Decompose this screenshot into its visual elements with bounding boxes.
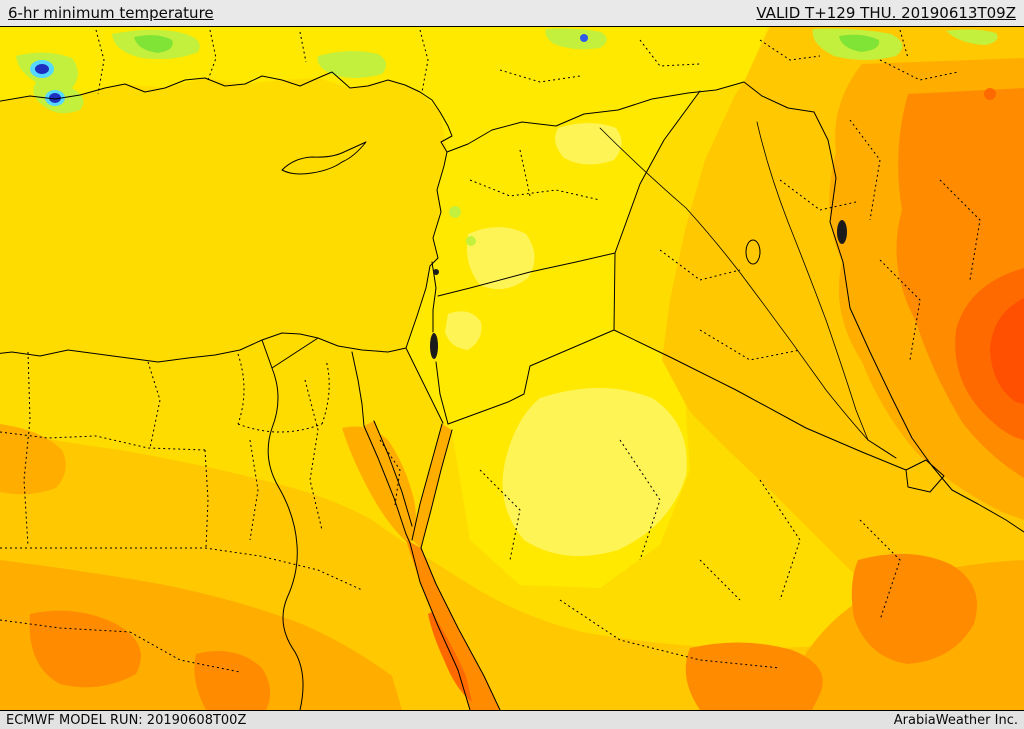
top-bar: 6-hr minimum temperature VALID T+129 THU…: [0, 0, 1024, 27]
lake-tharthar-outline: [745, 239, 761, 265]
jordan-river: [431, 261, 437, 333]
iran-iraq-border: [813, 111, 953, 491]
fill-green-lebanon-2: [466, 236, 476, 246]
iraq-saudi-border: [613, 329, 907, 471]
fill-pale-north-saudi: [502, 388, 687, 557]
fill-pale-ne-syria: [555, 123, 622, 165]
gulf-of-aqaba-west-shore: [411, 423, 443, 541]
fill-gulf-of-aqaba: [412, 424, 452, 548]
israel-jordan-border: [435, 361, 449, 425]
shatt-al-arab: [867, 439, 897, 459]
gulf-of-suez-east-shore: [373, 420, 413, 527]
fill-red-sea: [406, 540, 500, 710]
admin-boundaries-dotted: [0, 29, 981, 673]
red-sea-egypt-coast: [409, 542, 471, 710]
fill-green-4-core: [839, 34, 880, 52]
jordan-saudi-border: [447, 329, 615, 425]
fill-pale-jordan: [445, 311, 482, 350]
fill-sinai-orange: [342, 426, 417, 544]
fill-blue-spot-anatolia: [580, 34, 588, 42]
red-sea-saudi-coast: [420, 547, 501, 710]
dead-sea: [430, 333, 438, 359]
turkey-syria-border: [446, 81, 815, 153]
nile-river: [267, 367, 304, 710]
coastlines-and-borders: [0, 71, 1024, 710]
fill-saudi-deep-blob-1: [851, 553, 977, 664]
model-run-label: ECMWF MODEL RUN: 20190608T00Z: [6, 712, 247, 728]
nile-delta-branch-west: [261, 339, 273, 369]
mediterranean-coastline: [0, 71, 453, 363]
small-water-bodies: [430, 220, 847, 359]
temperature-fill-regions: [0, 27, 1024, 710]
brand-label: ArabiaWeather Inc.: [893, 712, 1018, 728]
fill-gulf-of-suez: [364, 421, 412, 534]
fill-pale-syria: [466, 227, 535, 290]
fill-green-lebanon-1: [449, 206, 461, 218]
syria-iraq-border: [614, 90, 701, 254]
fill-egypt-deep-blob-1: [29, 610, 141, 688]
tigris-river: [756, 121, 869, 441]
syria-jordan-border: [437, 252, 616, 297]
fill-turkey-bright: [0, 27, 768, 152]
nile-delta-branch-east: [271, 337, 319, 369]
lake-east: [837, 220, 847, 244]
map-area: [0, 27, 1024, 710]
fill-warm-spot-northeast: [984, 88, 996, 100]
gulf-of-aqaba-east-shore: [420, 429, 453, 549]
temperature-map: [0, 27, 1024, 710]
fill-green-5: [946, 29, 998, 45]
kuwait-outline: [905, 459, 945, 493]
gulf-of-suez-west-shore: [363, 425, 411, 544]
cyprus-outline: [281, 141, 367, 175]
fill-navy-spot-1: [35, 64, 49, 74]
fill-saudi-deep-blob-2: [685, 642, 823, 710]
suez-canal: [351, 351, 365, 427]
fill-egypt-deep-blob-2: [194, 651, 271, 710]
persian-gulf-coast: [951, 489, 1024, 533]
fill-gulf-red-core: [990, 298, 1024, 404]
map-title: 6-hr minimum temperature: [8, 4, 214, 22]
fill-green-1-core: [134, 35, 173, 53]
valid-time-label: VALID T+129 THU. 20190613T09Z: [756, 4, 1016, 22]
jordan-iraq-border: [613, 252, 616, 331]
fill-green-2: [317, 50, 387, 78]
sea-of-galilee: [433, 269, 439, 275]
fill-navy-spot-2: [49, 93, 61, 103]
israel-egypt-border: [405, 347, 444, 424]
bottom-bar: ECMWF MODEL RUN: 20190608T00Z ArabiaWeat…: [0, 710, 1024, 729]
fill-leftedge-orange: [0, 424, 66, 495]
fill-green-3: [545, 28, 607, 50]
euphrates-river: [599, 127, 869, 441]
